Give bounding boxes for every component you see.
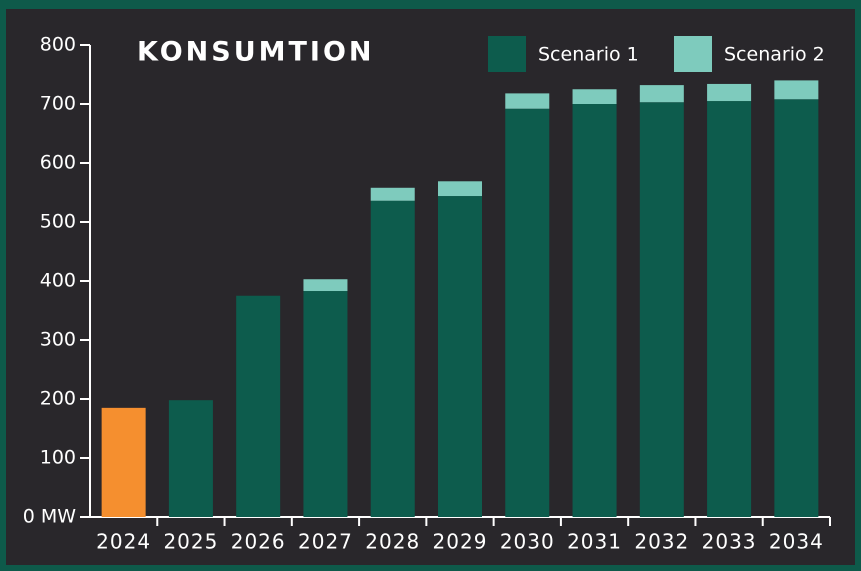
bar-segment: [101, 407, 146, 517]
y-tick-label: 700: [40, 93, 76, 115]
bar-segment: [707, 101, 752, 518]
bar-segment: [438, 196, 482, 518]
bar-segment: [572, 89, 617, 104]
bar-segment: [438, 181, 482, 197]
bar-segment: [639, 85, 684, 103]
bar-segment: [639, 102, 684, 517]
bar-segment: [707, 83, 752, 102]
x-tick-label: 2031: [567, 530, 622, 554]
bar-segment: [303, 291, 348, 517]
y-tick-label: 600: [40, 152, 76, 174]
x-tick-label: 2026: [231, 530, 286, 554]
bar-segment: [774, 99, 819, 517]
bar-segment: [774, 80, 819, 100]
y-tick-label: 400: [40, 270, 76, 292]
bar-segment: [505, 108, 550, 517]
bar-segment: [370, 200, 415, 517]
x-tick-label: 2034: [769, 530, 824, 554]
bar-segment: [168, 400, 213, 517]
bar-segment: [370, 187, 415, 201]
legend-swatch: [674, 36, 712, 72]
y-tick-label: 0 MW: [23, 506, 77, 528]
y-tick-label: 100: [40, 447, 76, 469]
x-tick-label: 2032: [634, 530, 689, 554]
bar-segment: [505, 93, 550, 109]
legend-label: Scenario 1: [538, 44, 639, 66]
y-tick-label: 300: [40, 329, 76, 351]
x-tick-label: 2030: [500, 530, 555, 554]
x-tick-label: 2029: [433, 530, 488, 554]
x-tick-label: 2024: [96, 530, 151, 554]
y-tick-label: 500: [40, 211, 76, 233]
bar-segment: [572, 104, 617, 517]
chart-title: KONSUMTION: [137, 37, 375, 68]
legend-label: Scenario 2: [724, 44, 825, 66]
y-tick-label: 800: [40, 34, 76, 56]
y-tick-label: 200: [40, 388, 76, 410]
x-tick-label: 2033: [702, 530, 757, 554]
bar-segment: [303, 279, 348, 292]
legend-swatch: [488, 36, 526, 72]
x-tick-label: 2028: [365, 530, 420, 554]
bar-segment: [236, 295, 281, 517]
x-tick-label: 2027: [298, 530, 353, 554]
x-tick-label: 2025: [163, 530, 218, 554]
